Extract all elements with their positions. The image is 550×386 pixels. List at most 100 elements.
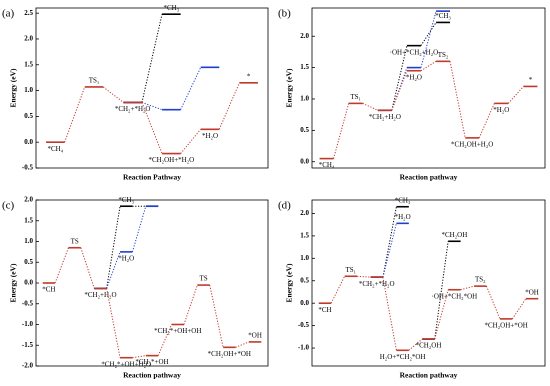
- state-label: *H₂O: [202, 132, 218, 140]
- panel-label: (c): [2, 200, 15, 212]
- state-label: *CH₃: [118, 196, 134, 204]
- connector: [54, 247, 69, 284]
- x-axis-title: Reaction pathway: [123, 371, 181, 380]
- connector: [391, 67, 408, 111]
- state-label: *CH₄: [319, 161, 335, 169]
- state-label: *CH₂+*H₂O: [115, 105, 151, 113]
- y-tick-label: -1.5: [22, 341, 34, 349]
- connector: [434, 241, 449, 340]
- state-label: *CH₂OH: [416, 342, 442, 350]
- state-label: TS₁: [89, 77, 100, 85]
- y-tick-label: 0.0: [300, 157, 309, 165]
- state-label: TS: [71, 237, 79, 245]
- state-label: *OH: [248, 332, 262, 340]
- state-label: *CH₂*+OH+H₂O: [101, 360, 151, 368]
- state-label: *CH₂+*H₂O: [359, 280, 395, 288]
- y-tick-label: 1.0: [24, 237, 33, 245]
- connector: [102, 86, 124, 103]
- y-tick-label: 0.5: [24, 258, 33, 266]
- connector: [132, 355, 146, 359]
- state-label: *CH₂OH+*OH: [208, 350, 251, 358]
- connector: [141, 101, 163, 111]
- y-tick-label: 1.5: [300, 63, 309, 71]
- connector: [434, 289, 449, 340]
- connector: [507, 86, 524, 104]
- state-label: TS₂: [438, 51, 449, 59]
- state-label: *: [529, 76, 533, 84]
- connector: [80, 247, 95, 289]
- panel-label: (a): [2, 8, 15, 20]
- state-label: *CH₂*+OH+OH: [154, 327, 201, 335]
- connector: [157, 324, 173, 356]
- connector: [131, 206, 147, 253]
- connector: [420, 22, 437, 46]
- state-label: *CH₄: [47, 145, 63, 153]
- connector: [478, 103, 495, 139]
- connector: [183, 284, 198, 325]
- state-label: H₂O+*CH₂*OH: [380, 353, 426, 361]
- x-axis-title: Reaction Pathway: [123, 173, 181, 182]
- y-tick-label: -0.5: [22, 164, 34, 172]
- y-tick-label: 0.5: [300, 276, 309, 284]
- plot-frame: [311, 199, 546, 367]
- connector: [235, 341, 250, 348]
- state-label: *CH: [318, 306, 331, 314]
- y-tick-label: -0.5: [298, 321, 310, 329]
- y-tick-label: -1.0: [22, 320, 34, 328]
- connector: [180, 67, 202, 110]
- y-axis-title: Energy (eV): [285, 68, 294, 107]
- y-tick-label: 2.0: [24, 196, 33, 204]
- connector: [333, 103, 350, 159]
- state-label: *CH₃*+OH: [135, 358, 168, 366]
- connector: [449, 61, 466, 138]
- state-label: TS₂: [475, 276, 486, 284]
- panel-label: (d): [278, 200, 291, 212]
- connector: [106, 206, 121, 289]
- connector: [486, 285, 501, 320]
- state-label: *H₂O: [118, 254, 134, 262]
- state-label: TS₁: [346, 266, 357, 274]
- y-tick-label: 1.0: [300, 254, 309, 262]
- connector: [511, 298, 527, 320]
- state-label: *OH: [525, 288, 539, 296]
- connector: [460, 285, 475, 291]
- state-label: *H₂O: [493, 106, 509, 114]
- state-label: *CH₃: [395, 196, 411, 204]
- x-axis-title: Reaction pathway: [400, 173, 458, 182]
- connector: [141, 102, 163, 154]
- y-axis-title: Energy (eV): [9, 263, 18, 302]
- y-tick-label: 1.5: [24, 60, 33, 68]
- y-tick-label: 0.0: [300, 299, 309, 307]
- y-tick-label: 1.0: [300, 95, 309, 103]
- panel: 0.0 0.5 1.0 1.5 2.0 (b) Reaction pathway Energy…: [278, 8, 546, 182]
- panel-label: (b): [278, 8, 291, 20]
- connector: [362, 102, 379, 111]
- connector: [180, 128, 202, 154]
- state-label: *CH₂OH+*H₂O: [148, 156, 194, 164]
- x-axis-title: Reaction pathway: [400, 371, 458, 380]
- connector: [64, 86, 86, 143]
- connector: [106, 251, 121, 289]
- y-axis-title: Energy (eV): [9, 68, 18, 107]
- state-label: *CH₂+H₂O: [369, 113, 401, 121]
- y-tick-label: 1.5: [300, 232, 309, 240]
- connector: [209, 284, 224, 348]
- state-label: *CH₃: [163, 4, 179, 12]
- y-tick-label: 0.0: [24, 279, 33, 287]
- state-label: ·OH+*CH₂*OH: [432, 292, 478, 300]
- connector: [420, 11, 437, 68]
- panel: -2.0 -1.5 -1.0 -0.5 0.0 0.5 1.0 1.5 2.0 (c) Reacti…: [2, 196, 269, 380]
- y-tick-label: 1.5: [24, 216, 33, 224]
- connector: [420, 60, 437, 72]
- y-tick-label: 2.5: [24, 9, 33, 17]
- connector: [218, 82, 240, 130]
- y-tick-label: 0.5: [300, 126, 309, 134]
- panel: -0.5 0.0 0.5 1.0 1.5 2.0 2.5 (a) Reaction Pathwa…: [2, 4, 269, 182]
- state-label: *CH₂OH: [441, 231, 467, 239]
- panel: -1.0 -0.5 0.0 0.5 1.0 1.5 2.0 (d) Reaction pathw…: [278, 196, 546, 380]
- state-label: *H₂O: [406, 73, 422, 81]
- connector: [106, 288, 121, 358]
- state-label: *: [247, 72, 251, 80]
- connector: [408, 338, 423, 351]
